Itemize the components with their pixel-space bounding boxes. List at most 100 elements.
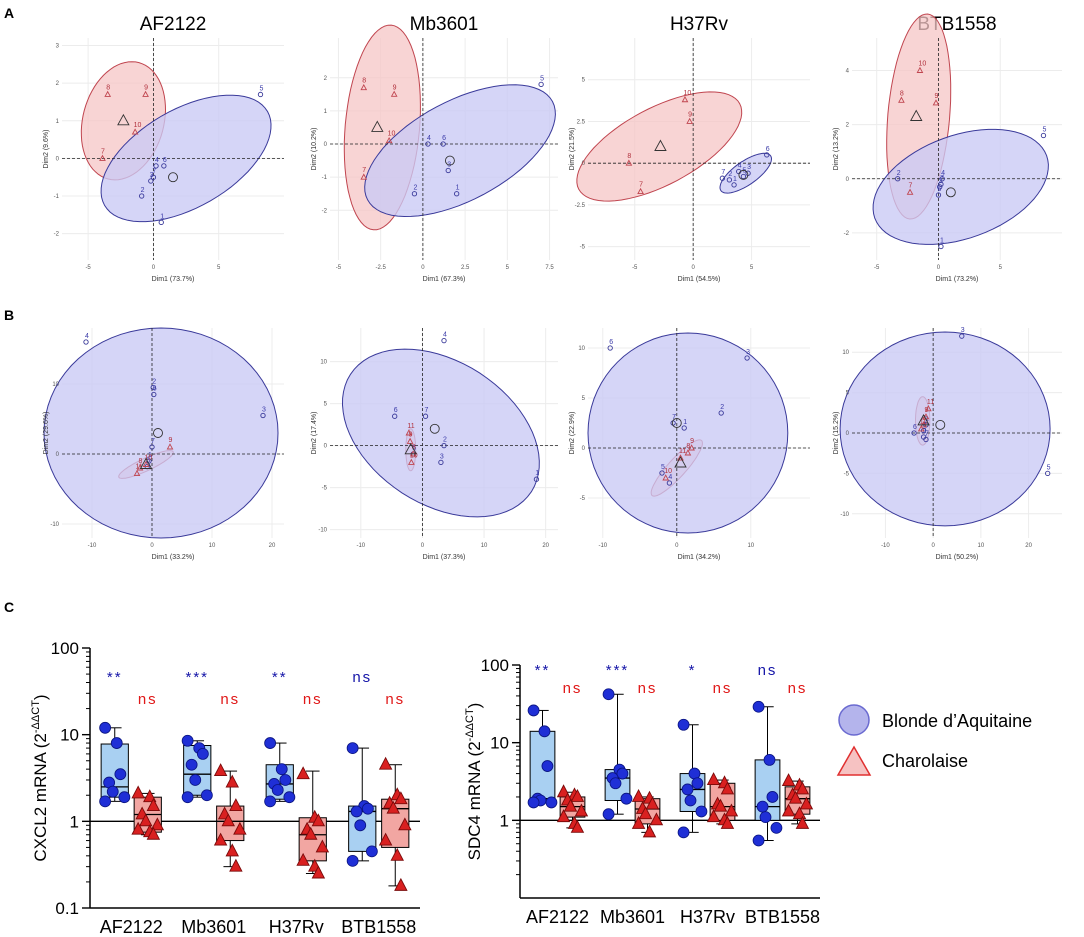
x-tick-label: 5 [750, 265, 754, 271]
y-tick-label: 10 [60, 726, 79, 745]
y-tick-label: 10 [842, 350, 849, 356]
charolaise-point-label: 7 [639, 182, 643, 189]
x-tick-label: 0 [152, 265, 156, 271]
x-tick-label: 2.5 [461, 265, 470, 271]
blonde-data-point [99, 721, 112, 734]
x-axis-label: Dim1 (54.5%) [678, 276, 721, 283]
blonde-centroid [945, 187, 956, 198]
blonde-point [923, 436, 929, 443]
y-tick-label: -10 [840, 512, 849, 518]
charolaise-point-label: 11 [927, 399, 934, 406]
blonde-point-label: 7 [721, 169, 725, 176]
charolaise-point-label: 10 [664, 468, 672, 475]
x-tick-label: 5 [999, 265, 1003, 271]
charolaise-data-point [143, 789, 157, 803]
significance-charolaise: ns [303, 691, 323, 708]
x-tick-label: 0 [150, 543, 154, 549]
x-axis-label: Dim1 (73.2%) [936, 276, 979, 283]
blonde-data-point [770, 821, 783, 834]
blonde-point-label: 5 [412, 445, 416, 452]
charolaise-confidence-ellipse [576, 91, 743, 202]
charolaise-point-label: 9 [169, 437, 173, 444]
x-tick-label: 0 [937, 265, 941, 271]
charolaise-data-point [713, 798, 728, 812]
blonde-point [911, 430, 917, 436]
blonde-point [935, 192, 942, 198]
legend-label-blonde: Blonde d’Aquitaine [882, 711, 1032, 731]
charolaise-data-point [229, 858, 243, 872]
blonde-data-point [346, 742, 359, 754]
y-tick-label: 1 [500, 811, 509, 830]
blonde-point-label: 2 [152, 379, 156, 386]
blonde-data-point [189, 774, 202, 786]
legend-circle-marker [838, 704, 870, 736]
charolaise-point-label: 8 [106, 84, 110, 91]
blonde-point [161, 163, 167, 169]
charolaise-point [133, 469, 141, 477]
charolaise-data-point [724, 803, 739, 817]
blonde-point [158, 219, 164, 226]
x-tick-label: 5 [217, 265, 221, 271]
blonde-point-label: 7 [151, 438, 155, 445]
blonde-point [392, 413, 398, 419]
charolaise-centroid [139, 457, 153, 469]
blonde-point-label: 4 [427, 135, 431, 142]
blonde-data-point [609, 777, 622, 790]
category-label: AF2122 [526, 907, 589, 927]
charolaise-point [686, 117, 694, 124]
legend-triangle-marker [836, 745, 872, 776]
y-axis-label-main: SDC4 mRNA (2 [465, 741, 484, 860]
charolaise-centroid [674, 456, 687, 468]
charolaise-point-label: 10 [388, 131, 396, 138]
blonde-point-label: 7 [925, 430, 929, 437]
category-label: H37Rv [269, 917, 324, 937]
x-tick-label: 10 [209, 543, 216, 549]
charolaise-data-point [570, 788, 585, 802]
blonde-data-point [691, 777, 704, 790]
blonde-data-point [763, 753, 776, 766]
charolaise-data-point [296, 766, 310, 780]
blonde-data-point [695, 805, 708, 818]
charolaise-data-point [394, 791, 408, 805]
legend: Blonde d’Aquitaine Charolaise [836, 704, 1032, 776]
charolaise-data-point [304, 826, 318, 840]
blonde-point-label: 5 [1047, 464, 1051, 471]
x-tick-label: -2.5 [375, 265, 386, 271]
blonde-data-point [541, 760, 554, 772]
y-axis-label-superscript: -ΔΔCT [464, 708, 476, 741]
charolaise-data-point [799, 796, 814, 810]
y-tick-label: 100 [51, 639, 79, 658]
y-tick-label: -5 [580, 496, 586, 502]
charolaise-point [625, 159, 633, 166]
significance-blonde: *** [185, 669, 209, 686]
blonde-centroid [671, 418, 682, 428]
blonde-point-label: 5 [742, 168, 746, 175]
charolaise-data-point [574, 803, 589, 817]
blonde-data-point [527, 796, 540, 809]
blonde-point [937, 184, 943, 190]
blonde-point-label: 6 [153, 386, 157, 393]
x-tick-label: -5 [336, 265, 342, 271]
blonde-point [422, 413, 429, 419]
blonde-point [959, 333, 965, 339]
charolaise-point-label: 10 [918, 60, 926, 67]
blonde-point [533, 476, 540, 482]
blonde-point-label: 7 [672, 414, 676, 421]
blonde-data-point [681, 783, 694, 796]
category-label: BTB1558 [341, 917, 416, 937]
y-tick-label: 0 [56, 156, 60, 162]
blonde-data-point [118, 791, 131, 804]
y-axis-label-main: CXCL2 mRNA (2 [31, 733, 50, 861]
y-axis-label: Dim2 (21.5%) [569, 128, 576, 171]
charolaise-data-point [781, 773, 796, 787]
charolaise-data-point [311, 865, 326, 879]
charolaise-point-label: 11 [407, 423, 414, 430]
y-tick-label: 5 [846, 391, 850, 397]
charolaise-point [662, 474, 670, 481]
x-tick-label: 7.5 [545, 265, 554, 271]
y-tick-label: 2 [56, 81, 60, 87]
blonde-confidence-ellipse [43, 327, 279, 539]
